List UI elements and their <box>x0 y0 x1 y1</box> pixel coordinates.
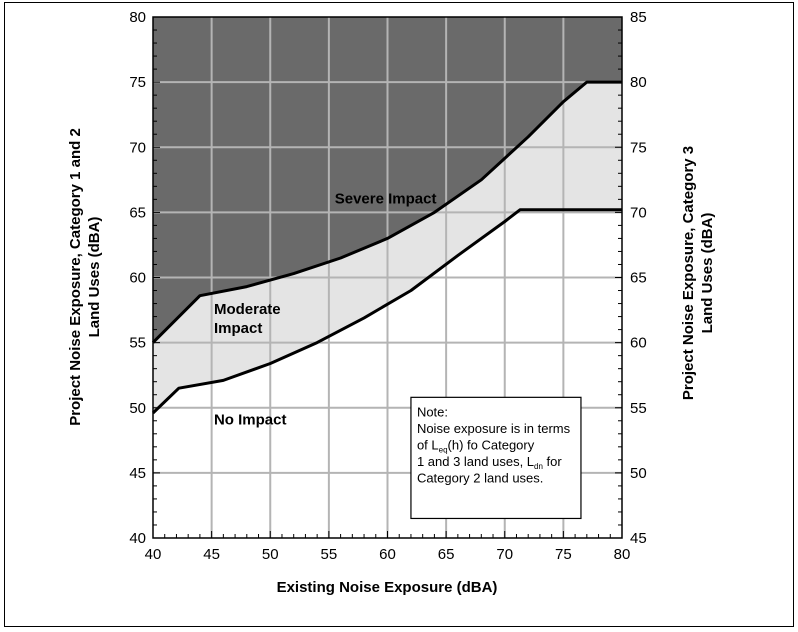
y-tick-label: 75 <box>129 74 146 91</box>
x-tick-label: 70 <box>496 546 513 563</box>
y2-axis-title: Project Noise Exposure, Category 3 Land U… <box>680 146 716 400</box>
y-tick-label: 80 <box>129 9 146 26</box>
y2-tick-label: 55 <box>630 400 647 417</box>
figure-frame <box>4 2 794 627</box>
y-axis-title: Project Noise Exposure, Category 1 and 2… <box>67 128 103 426</box>
region-label: Severe Impact <box>335 190 437 207</box>
y2-tick-label: 60 <box>630 335 647 352</box>
region-label: No Impact <box>214 412 287 429</box>
y-tick-label: 45 <box>129 465 146 482</box>
note-line: Noise exposure is in terms <box>417 421 571 436</box>
region-label: Moderate Impact <box>214 301 281 337</box>
x-axis-title: Existing Noise Exposure (dBA) <box>277 579 498 596</box>
note-line: of Leq(h) fo Category <box>417 437 535 454</box>
y2-tick-label: 80 <box>630 74 647 91</box>
y2-tick-label: 70 <box>630 204 647 221</box>
x-tick-label: 55 <box>321 546 338 563</box>
y2-tick-label: 65 <box>630 270 647 287</box>
x-tick-label: 40 <box>145 546 162 563</box>
y-tick-label: 55 <box>129 335 146 352</box>
y-tick-label: 65 <box>129 204 146 221</box>
y-tick-label: 70 <box>129 139 146 156</box>
y2-tick-label: 85 <box>630 9 647 26</box>
x-tick-label: 65 <box>438 546 455 563</box>
y2-tick-label: 50 <box>630 465 647 482</box>
x-tick-label: 80 <box>614 546 631 563</box>
note-line: Note: <box>417 404 448 419</box>
y-tick-label: 40 <box>129 530 146 547</box>
y-tick-label: 50 <box>129 400 146 417</box>
severe-threshold-line <box>151 80 622 344</box>
y-tick-label: 60 <box>129 270 146 287</box>
note-line: Category 2 land uses. <box>417 470 543 485</box>
y2-tick-label: 45 <box>630 530 647 547</box>
note-box <box>410 396 582 520</box>
moderate-threshold-line <box>151 208 622 415</box>
x-tick-label: 75 <box>555 546 572 563</box>
x-tick-label: 60 <box>379 546 396 563</box>
note-line: 1 and 3 land uses, Ldn for <box>417 454 562 471</box>
y2-tick-label: 75 <box>630 139 647 156</box>
x-tick-label: 45 <box>203 546 220 563</box>
x-tick-label: 50 <box>262 546 279 563</box>
